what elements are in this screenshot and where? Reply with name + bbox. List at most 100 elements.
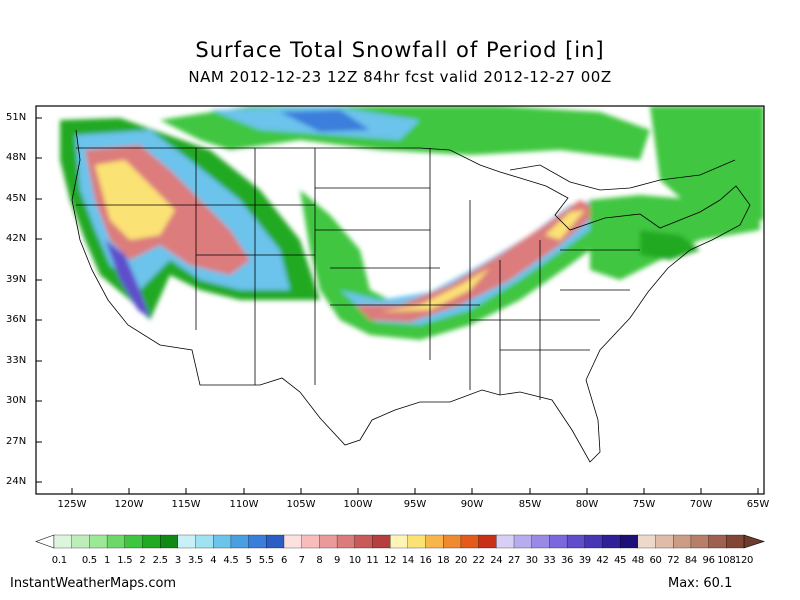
colorbar-swatch (142, 534, 161, 549)
lon-label: 80W (575, 499, 599, 510)
lat-label: 51N (6, 112, 27, 123)
colorbar-swatch (71, 534, 90, 549)
colorbar-label: 33 (543, 555, 556, 566)
colorbar-swatch (230, 534, 250, 549)
colorbar-label: 0.5 (81, 555, 97, 566)
lon-label: 75W (632, 499, 656, 510)
colorbar-label: 10 (348, 555, 361, 566)
lat-label: 36N (6, 314, 27, 325)
colorbar-label: 42 (596, 555, 609, 566)
colorbar-swatch (690, 534, 710, 549)
colorbar-swatch (425, 534, 444, 549)
colorbar-swatch (266, 534, 285, 549)
colorbar-swatch (655, 534, 674, 549)
lon-label: 65W (746, 499, 770, 510)
snowfall-field (60, 106, 764, 340)
colorbar-label: 4 (210, 555, 217, 566)
colorbar-label: 20 (454, 555, 467, 566)
colorbar-label: 96 (702, 555, 715, 566)
lat-label: 42N (6, 233, 27, 244)
colorbar-label: 48 (631, 555, 644, 566)
colorbar-label: 24 (490, 555, 503, 566)
colorbar-label: 0.1 (51, 555, 67, 566)
colorbar-swatch (248, 534, 267, 549)
colorbar-right-arrow (743, 534, 765, 549)
colorbar-swatch (460, 534, 480, 549)
colorbar-swatch (602, 534, 621, 549)
colorbar-label: 5 (245, 555, 252, 566)
tick-marks (36, 117, 759, 494)
colorbar-swatch (566, 534, 586, 549)
colorbar-label: 6 (280, 555, 288, 566)
colorbar-swatch (301, 534, 320, 549)
colorbar-swatch (496, 534, 515, 549)
colorbar-label: 1 (104, 555, 111, 566)
colorbar-label: 72 (667, 555, 680, 566)
lon-label: 90W (460, 499, 484, 510)
lon-label: 95W (403, 499, 427, 510)
colorbar-swatch (513, 534, 533, 549)
lon-label: 105W (286, 499, 316, 510)
colorbar-label: 16 (419, 555, 432, 566)
colorbar-label: 27 (507, 555, 521, 566)
lat-label: 45N (6, 193, 27, 204)
colorbar-label: 11 (366, 555, 379, 566)
colorbar-swatch (584, 534, 603, 549)
colorbar-swatch (319, 534, 338, 549)
colorbar-label: 39 (578, 555, 591, 566)
colorbar-label: 7 (298, 555, 305, 566)
max-value-label: Max: 60.1 (668, 576, 733, 591)
lon-label: 70W (689, 499, 713, 510)
colorbar-label: 3.5 (188, 555, 204, 566)
boundaries (71, 129, 751, 463)
colorbar-label: 4.5 (223, 555, 239, 566)
colorbar-label: 12 (384, 555, 397, 566)
colorbar-label: 84 (684, 555, 697, 566)
colorbar (35, 534, 765, 549)
colorbar-swatch (390, 534, 409, 549)
colorbar-label: 2.5 (152, 555, 168, 566)
colorbar-label: 30 (525, 555, 538, 566)
colorbar-swatch (708, 534, 727, 549)
colorbar-swatch (726, 534, 745, 549)
colorbar-label: 22 (472, 555, 485, 566)
colorbar-label: 3 (174, 555, 181, 566)
lon-label: 110W (229, 499, 259, 510)
colorbar-swatch (549, 534, 568, 549)
colorbar-label: 5.5 (258, 555, 274, 566)
colorbar-left-arrow (35, 534, 55, 549)
colorbar-label: 60 (649, 555, 662, 566)
colorbar-label: 18 (437, 555, 450, 566)
lat-label: 30N (6, 395, 27, 406)
lon-label: 125W (57, 499, 87, 510)
lon-label: 120W (114, 499, 144, 510)
colorbar-label: 8 (316, 555, 323, 566)
colorbar-swatch (354, 534, 373, 549)
colorbar-swatch (53, 534, 73, 549)
colorbar-swatch (177, 534, 196, 549)
colorbar-swatch (283, 534, 303, 549)
colorbar-swatch (160, 534, 179, 549)
lat-label: 48N (6, 152, 27, 163)
map-title: Surface Total Snowfall of Period [in] (195, 38, 605, 62)
colorbar-swatch (106, 534, 126, 549)
colorbar-swatch (673, 534, 692, 549)
colorbar-swatch (372, 534, 391, 549)
colorbar-label: 14 (401, 555, 414, 566)
colorbar-swatch (336, 534, 356, 549)
lon-label: 115W (171, 499, 201, 510)
lon-label: 85W (518, 499, 542, 510)
colorbar-label: 108 (717, 555, 736, 566)
colorbar-label: 1.5 (117, 555, 133, 566)
colorbar-swatch (213, 534, 232, 549)
colorbar-swatch (89, 534, 108, 549)
credit-text: InstantWeatherMaps.com (10, 576, 177, 591)
colorbar-swatch (531, 534, 550, 549)
colorbar-swatch (478, 534, 497, 549)
lat-label: 27N (6, 436, 27, 447)
colorbar-swatch (195, 534, 214, 549)
lat-label: 39N (6, 274, 27, 285)
colorbar-label: 2 (139, 555, 146, 566)
colorbar-swatch (124, 534, 143, 549)
